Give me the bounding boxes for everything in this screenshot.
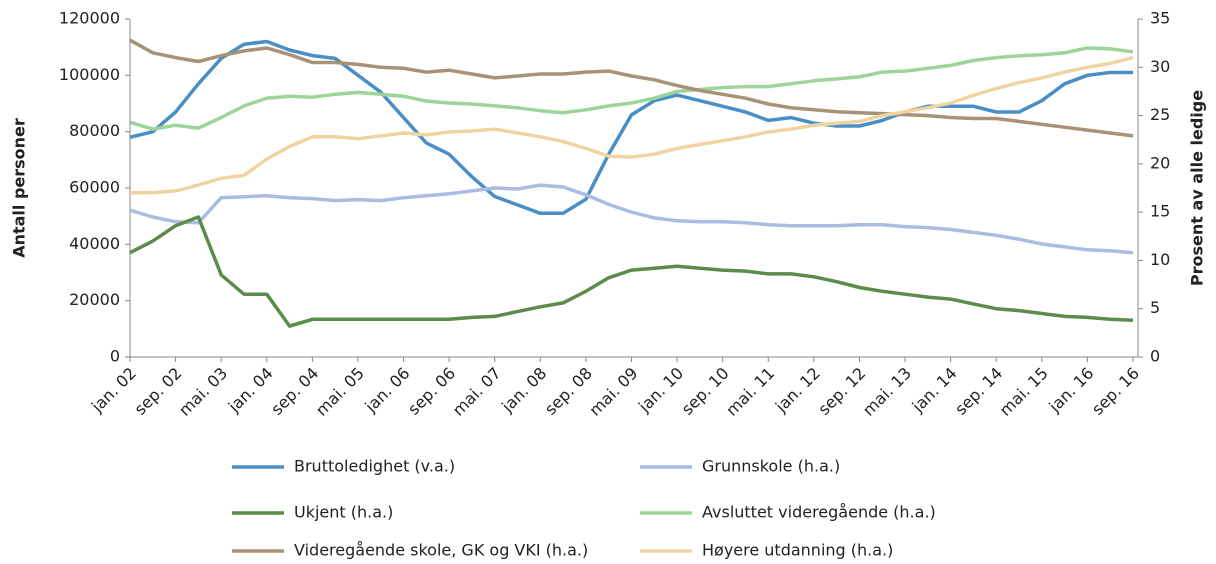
y2-tick-label: 30 [1150,57,1170,76]
series-line [129,46,1134,131]
x-tick-label: jan. 08 [497,364,550,417]
y-tick-label: 60000 [69,178,120,197]
x-tick-label: sep. 16 [1088,364,1143,419]
x-tick-label: jan. 12 [771,364,824,417]
y2-tick-label: 20 [1150,153,1170,172]
x-tick-label: jan. 04 [224,364,277,417]
legend-label: Avsluttet videregående (h.a.) [702,503,936,522]
legend-label: Ukjent (h.a.) [294,503,393,522]
y-tick-label: 40000 [69,234,120,253]
y-tick-label: 0 [110,347,120,366]
x-tick-label: sep. 06 [404,364,459,419]
y-tick-label: 20000 [69,290,120,309]
series-line [129,38,1134,138]
x-tick-label: sep. 02 [131,364,186,419]
y-tick-label: 100000 [59,65,120,84]
x-tick-label: sep. 14 [951,364,1006,419]
x-tick-label: jan. 02 [87,364,140,417]
y2-tick-label: 5 [1150,298,1160,317]
y-axis-title: Antall personer [10,118,29,258]
y2-tick-label: 35 [1150,9,1170,28]
legend-label: Grunnskole (h.a.) [702,457,840,476]
series-line [129,39,1133,216]
x-tick-label: mai. 11 [722,364,778,420]
legend-label: Videregående skole, GK og VKI (h.a.) [294,541,588,560]
x-tick-label: mai. 09 [585,364,641,420]
x-tick-label: mai. 07 [449,364,505,420]
legend-label: Høyere utdanning (h.a.) [702,541,893,560]
legend-label: Bruttoledighet (v.a.) [294,457,455,476]
y2-axis-title: Prosent av alle ledige [1188,90,1207,286]
x-tick-label: sep. 08 [541,364,596,419]
y2-tick-label: 15 [1150,202,1170,221]
y-tick-label: 120000 [59,9,120,28]
x-tick-label: mai. 03 [175,364,231,420]
x-tick-label: jan. 14 [908,364,961,417]
series-line [129,215,1134,328]
x-tick-label: jan. 16 [1044,364,1097,417]
x-tick-label: jan. 06 [361,364,414,417]
x-tick-label: mai. 15 [996,364,1052,420]
y-tick-label: 80000 [69,121,120,140]
x-tick-label: sep. 10 [678,364,733,419]
series-line [130,55,1134,195]
x-tick-label: jan. 10 [634,364,687,417]
x-tick-label: mai. 05 [312,364,368,420]
x-tick-label: sep. 04 [267,364,322,419]
x-tick-label: mai. 13 [859,364,915,420]
x-tick-label: sep. 12 [814,364,869,419]
y2-tick-label: 0 [1150,347,1160,366]
y2-tick-label: 25 [1150,105,1170,124]
series-line [129,183,1134,255]
y2-tick-label: 10 [1150,250,1170,269]
